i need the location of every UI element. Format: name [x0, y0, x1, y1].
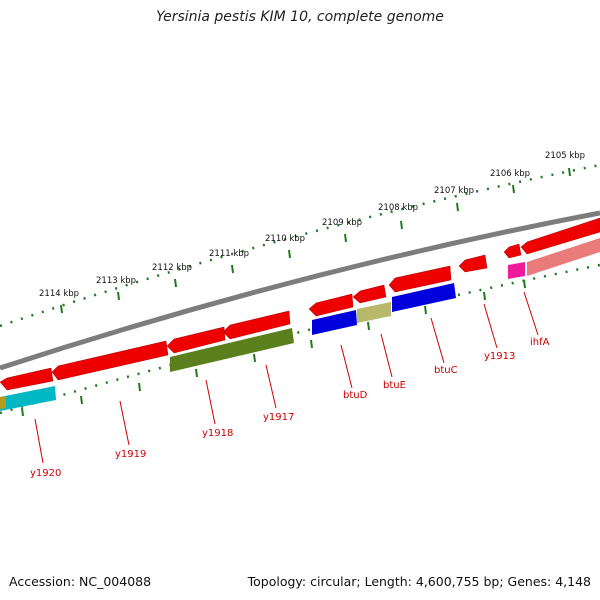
label-leaders [34, 291, 539, 464]
leader-line [430, 317, 445, 364]
leader-line [119, 400, 130, 446]
inner-tick [21, 407, 24, 417]
scale-label: 2110 kbp [265, 234, 305, 244]
feature-arrow [458, 254, 488, 273]
feature-arrow [0, 367, 54, 391]
genome-summary-text: Topology: circular; Length: 4,600,755 bp… [247, 574, 591, 589]
inner-tick [80, 395, 83, 405]
inner-tick [483, 291, 486, 301]
feature-bar [357, 302, 391, 323]
feature-bar [0, 396, 6, 409]
inner-tick [195, 368, 198, 378]
inner-tick [310, 339, 313, 349]
gene-label-y1913: y1913 [484, 351, 515, 362]
gene-label-btue: btuE [383, 380, 406, 391]
feature-arrow [51, 340, 169, 381]
feature-bar [170, 328, 294, 372]
feature-arrow [520, 217, 600, 255]
feature-bar [312, 310, 357, 335]
scale-tick [288, 249, 291, 259]
scale-label: 2112 kbp [152, 263, 192, 273]
feature-arrow [308, 293, 354, 317]
leader-line [34, 418, 44, 464]
gene-label-y1918: y1918 [202, 428, 233, 439]
scale-tick [400, 220, 403, 230]
feature-bar [527, 238, 600, 276]
leader-line [483, 303, 498, 349]
inner-tick [138, 382, 141, 392]
leader-line [205, 379, 216, 425]
feature-arrow [222, 310, 291, 340]
scale-tick [174, 278, 177, 288]
scale-label: 2109 kbp [322, 218, 362, 228]
scale-label: 2106 kbp [490, 169, 530, 179]
scale-label: 2108 kbp [378, 203, 418, 213]
inner-tick [424, 305, 427, 315]
inner-tick [253, 353, 256, 363]
feature-arrow [352, 284, 387, 304]
scale-tick [568, 167, 571, 177]
scale-tick [231, 264, 234, 274]
scale-tick [344, 233, 347, 243]
inner-tick [523, 279, 526, 289]
forward-strand-features [0, 217, 600, 391]
leader-line [340, 344, 353, 389]
scale-tick [60, 304, 63, 314]
feature-bar [0, 386, 56, 411]
leader-line [265, 364, 277, 409]
map-title: Yersinia pestis KIM 10, complete genome [156, 9, 444, 25]
scale-arc [0, 163, 600, 328]
feature-arrow [503, 243, 522, 259]
genome-backbone [0, 210, 600, 371]
scale-tick [456, 202, 459, 212]
gene-label-ihfa: ihfA [530, 337, 550, 348]
inner-tick [367, 321, 370, 331]
scale-label: 2113 kbp [96, 276, 136, 286]
inner-scale-ticks [21, 279, 526, 417]
feature-bar [508, 262, 525, 279]
gene-label-y1920: y1920 [30, 468, 61, 479]
scale-label: 2105 kbp [545, 151, 585, 161]
leader-line [523, 291, 539, 336]
feature-arrow [166, 326, 226, 354]
feature-bar [392, 283, 456, 312]
leader-line [380, 333, 393, 378]
reverse-strand-features [0, 238, 600, 411]
gene-label-btud: btuD [343, 390, 368, 401]
gene-label-y1919: y1919 [115, 449, 146, 460]
scale-label: 2107 kbp [434, 186, 474, 196]
scale-ticks [60, 167, 571, 314]
accession-text: Accession: NC_004088 [9, 574, 152, 589]
scale-tick [117, 291, 120, 301]
scale-tick [512, 184, 515, 194]
gene-label-y1917: y1917 [263, 412, 294, 423]
scale-label: 2114 kbp [39, 289, 79, 299]
gene-label-btuc: btuC [434, 365, 458, 376]
scale-label: 2111 kbp [209, 249, 249, 259]
feature-arrow [388, 265, 452, 293]
